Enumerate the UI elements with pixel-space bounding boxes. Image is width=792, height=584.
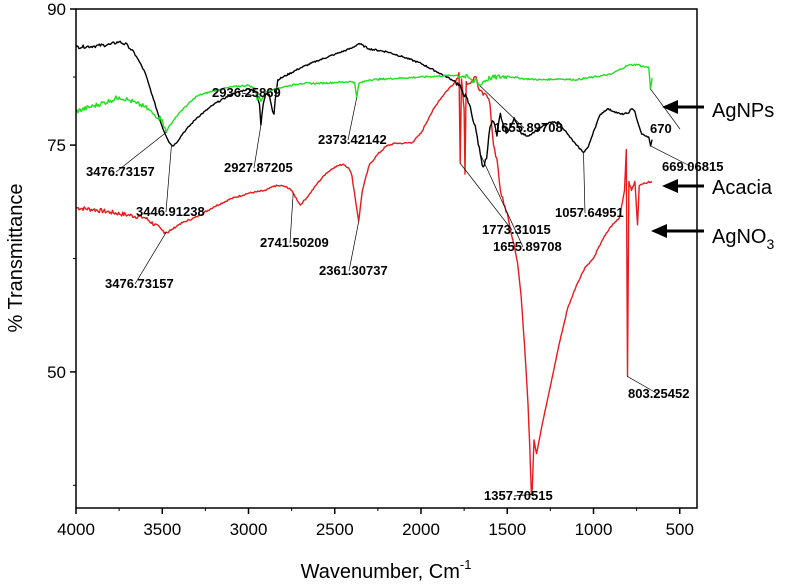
y-axis-title: % Transmittance (5, 184, 27, 333)
annotation-leader (253, 125, 262, 169)
annotation-leader (627, 376, 659, 395)
x-tick-label: 3500 (143, 520, 181, 539)
peak-label: 1057.64951 (555, 205, 624, 220)
peak-label: 2361.30737 (319, 263, 388, 278)
x-tick-label: 500 (666, 520, 694, 539)
x-tick-label: 3000 (230, 520, 268, 539)
peak-label: 3446.91238 (136, 204, 205, 219)
peak-label: 2373.42142 (318, 132, 387, 147)
annotation-leader (459, 163, 513, 231)
x-tick-label: 1500 (488, 520, 526, 539)
legend-label-acacia: Acacia (712, 177, 773, 199)
peak-label: 1773.31015 (482, 222, 551, 237)
annotation-leader (513, 494, 532, 497)
annotation-leader (650, 145, 693, 168)
legend-arrow-head (651, 224, 667, 238)
legend-label-agno3: AgNO3 (712, 226, 774, 252)
y-tick-label: 50 (47, 363, 66, 382)
legend-layer: AgNPs Acacia AgNO3 (651, 100, 774, 252)
peak-label: 3476.73157 (105, 276, 174, 291)
legend-arrow-head (662, 100, 678, 114)
y-tick-label: 90 (47, 0, 66, 19)
peak-label: 1655.89708 (494, 120, 563, 135)
annotation-leader (289, 193, 294, 244)
annotation-leader (480, 154, 524, 248)
series-layer (75, 40, 653, 496)
annotation-leader (165, 145, 172, 213)
peak-label: 2927.87205 (224, 160, 293, 175)
annotation-leader (347, 97, 358, 141)
peak-label: 2936.25869 (212, 85, 281, 100)
annotation-leader (115, 132, 167, 173)
y-tick-label: 75 (47, 136, 66, 155)
annotation-layer: 3476.73157 3446.91238 2936.25869 2927.87205… (86, 85, 723, 503)
x-tick-label: 1000 (575, 520, 613, 539)
series-line-agno3 (75, 71, 653, 496)
legend-arrow-head (662, 179, 678, 193)
peak-label: 3476.73157 (86, 164, 155, 179)
annotation-leader (134, 232, 167, 285)
ticks-layer: 4000 3500 3000 2500 2000 1500 1000 500 50 75 90 (47, 0, 694, 539)
peak-label: 1357.70515 (484, 488, 553, 503)
peak-label: 1655.89708 (493, 239, 562, 254)
series-line-acacia (75, 40, 653, 168)
x-tick-label: 4000 (57, 520, 95, 539)
peak-label: 803.25452 (628, 386, 689, 401)
legend-label-agnps: AgNPs (712, 100, 774, 122)
series-line-agnps (75, 63, 653, 134)
x-tick-label: 2500 (316, 520, 354, 539)
plot-frame (75, 8, 698, 509)
annotation-leader (650, 88, 681, 130)
peak-label: 669.06815 (662, 159, 723, 174)
x-axis-title: Wavenumber, Cm-1 (301, 557, 472, 583)
peak-label: 670 (650, 121, 672, 136)
annotation-leader (241, 92, 260, 98)
x-tick-label: 2000 (402, 520, 440, 539)
peak-label: 2741.50209 (260, 235, 329, 250)
annotation-leader (583, 152, 586, 214)
annotation-leader (348, 221, 360, 272)
annotation-leader (480, 85, 525, 129)
